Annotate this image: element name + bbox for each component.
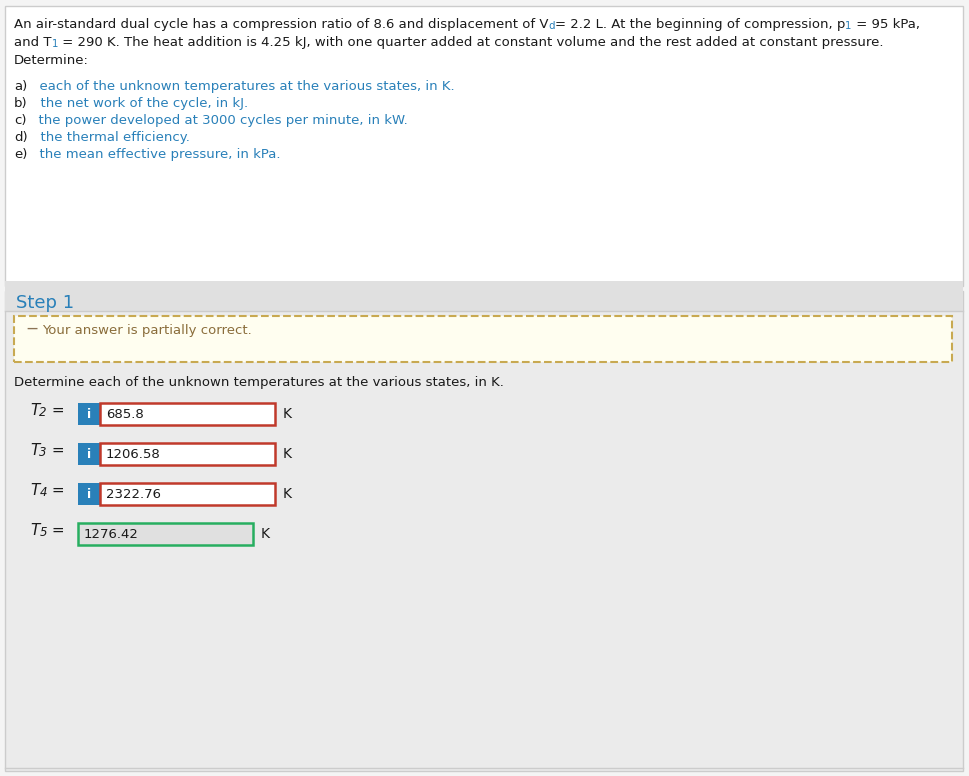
Text: i: i <box>87 407 91 421</box>
Text: = 95 kPa,: = 95 kPa, <box>852 18 920 31</box>
Text: 1206.58: 1206.58 <box>106 448 161 460</box>
Text: 5: 5 <box>40 526 47 539</box>
Bar <box>78 483 100 505</box>
Bar <box>78 403 100 425</box>
Text: 685.8: 685.8 <box>106 407 143 421</box>
Text: T: T <box>30 403 40 418</box>
Text: 2: 2 <box>40 407 47 420</box>
Text: T: T <box>30 483 40 498</box>
Text: T: T <box>30 443 40 458</box>
Text: =: = <box>47 443 65 458</box>
Text: K: K <box>283 407 292 421</box>
Text: =: = <box>47 483 65 498</box>
Text: 1: 1 <box>51 39 58 49</box>
Bar <box>100 483 275 505</box>
Text: Your answer is partially correct.: Your answer is partially correct. <box>42 324 252 337</box>
Bar <box>100 443 275 465</box>
Text: d): d) <box>14 131 28 144</box>
Text: 1276.42: 1276.42 <box>84 528 139 541</box>
Text: 2322.76: 2322.76 <box>106 487 161 501</box>
Text: Step 1: Step 1 <box>16 294 74 312</box>
Text: the net work of the cycle, in kJ.: the net work of the cycle, in kJ. <box>32 97 248 110</box>
Bar <box>78 443 100 465</box>
Bar <box>100 403 275 425</box>
Text: the thermal efficiency.: the thermal efficiency. <box>32 131 190 144</box>
Text: the mean effective pressure, in kPa.: the mean effective pressure, in kPa. <box>31 148 281 161</box>
Text: = 2.2 L. At the beginning of compression, p: = 2.2 L. At the beginning of compression… <box>555 18 845 31</box>
Bar <box>78 523 253 545</box>
Text: Determine:: Determine: <box>14 54 89 67</box>
Text: K: K <box>283 487 292 501</box>
Text: the power developed at 3000 cycles per minute, in kW.: the power developed at 3000 cycles per m… <box>30 114 408 127</box>
Bar <box>5 291 963 771</box>
Text: e): e) <box>14 148 27 161</box>
Text: 1: 1 <box>845 21 852 31</box>
Bar <box>5 281 963 311</box>
Text: d: d <box>548 21 555 31</box>
Text: K: K <box>261 527 270 541</box>
Text: K: K <box>283 447 292 461</box>
Text: a): a) <box>14 80 27 93</box>
Text: i: i <box>87 487 91 501</box>
Text: each of the unknown temperatures at the various states, in K.: each of the unknown temperatures at the … <box>31 80 454 93</box>
Text: =: = <box>47 523 65 538</box>
Text: T: T <box>30 523 40 538</box>
FancyBboxPatch shape <box>14 316 952 362</box>
Text: 3: 3 <box>40 446 47 459</box>
Text: i: i <box>87 448 91 460</box>
Bar <box>5 6 963 286</box>
Text: b): b) <box>14 97 28 110</box>
Text: = 290 K. The heat addition is 4.25 kJ, with one quarter added at constant volume: = 290 K. The heat addition is 4.25 kJ, w… <box>58 36 884 49</box>
Text: 4: 4 <box>40 487 47 500</box>
Text: —: — <box>26 324 37 334</box>
Text: Determine each of the unknown temperatures at the various states, in K.: Determine each of the unknown temperatur… <box>14 376 504 389</box>
Text: c): c) <box>14 114 26 127</box>
Text: An air-standard dual cycle has a compression ratio of 8.6 and displacement of V: An air-standard dual cycle has a compres… <box>14 18 548 31</box>
Text: =: = <box>47 403 65 418</box>
Text: and T: and T <box>14 36 51 49</box>
